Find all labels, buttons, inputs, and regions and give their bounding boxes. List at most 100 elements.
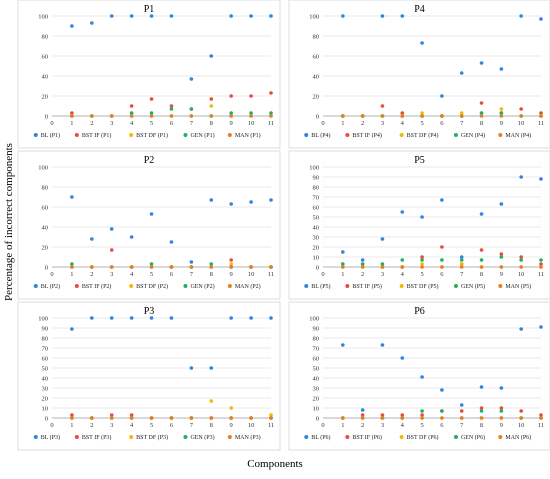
point-bl-p4-11 bbox=[539, 17, 543, 21]
point-bl-p3-6 bbox=[169, 316, 174, 320]
point-bl-p5-8 bbox=[479, 212, 484, 216]
legend-label-bst-if-p6: BST IF (P6) bbox=[352, 434, 382, 441]
chart-title-p2: P2 bbox=[144, 155, 155, 166]
chart-title-p1: P1 bbox=[144, 4, 155, 15]
y-tick-label-p6-20: 20 bbox=[313, 396, 320, 403]
point-man-p5-2 bbox=[360, 265, 365, 269]
point-bl-p1-5 bbox=[149, 14, 154, 18]
point-bst-if-p5-9 bbox=[499, 252, 504, 256]
point-bl-p2-10 bbox=[249, 200, 253, 204]
point-bl-p2-7 bbox=[189, 260, 194, 264]
legend-marker-bst-if-p3 bbox=[74, 435, 79, 439]
point-bl-p6-10 bbox=[519, 327, 523, 331]
legend-label-man-p5: MAN (P5) bbox=[505, 283, 531, 290]
x-tick-label-p6-10: 10 bbox=[518, 422, 525, 429]
point-gen-p5-11 bbox=[539, 258, 543, 262]
legend-marker-bst-df-p2 bbox=[129, 284, 134, 288]
legend-label-bst-if-p2: BST IF (P2) bbox=[82, 283, 112, 290]
point-man-p2-2 bbox=[90, 265, 94, 269]
x-tick-label-p1-9: 9 bbox=[230, 120, 233, 127]
point-bst-if-p6-5 bbox=[420, 413, 424, 417]
x-tick-label-p1-11: 11 bbox=[268, 120, 274, 127]
point-bl-p6-1 bbox=[341, 343, 345, 347]
x-tick-label-p2-5: 5 bbox=[150, 271, 153, 278]
x-tick-label-p5-7: 7 bbox=[460, 271, 464, 278]
chart-p6: P6 0 10 20 30 40 50 60 70 80 90 100 0 1 2 3 4 5 6 7 8 9 10 11 BL… bbox=[288, 301, 550, 451]
point-bl-p6-8 bbox=[479, 385, 484, 389]
legend-marker-bst-df-p5 bbox=[399, 284, 404, 288]
y-tick-label-p2-80: 80 bbox=[42, 185, 49, 192]
y-tick-label-p3-100: 100 bbox=[38, 316, 48, 323]
point-man-p2-11 bbox=[269, 265, 273, 269]
legend-label-bst-if-p4: BST IF (P4) bbox=[352, 132, 382, 139]
x-tick-label-p4-6: 6 bbox=[440, 120, 444, 127]
point-man-p3-6 bbox=[169, 416, 174, 420]
chart-frame-p3 bbox=[17, 301, 281, 451]
point-bl-p5-4 bbox=[400, 210, 405, 214]
legend-marker-gen-p5 bbox=[453, 284, 458, 288]
x-tick-label-p3-4: 4 bbox=[130, 422, 134, 429]
point-gen-p1-10 bbox=[249, 111, 253, 115]
legend-label-bst-df-p1: BST DF (P1) bbox=[136, 132, 168, 139]
point-man-p4-2 bbox=[360, 114, 365, 118]
point-bst-if-p2-3 bbox=[109, 248, 114, 252]
legend-marker-bl-p5 bbox=[304, 284, 309, 288]
x-tick-label-p3-9: 9 bbox=[230, 422, 233, 429]
chart-p5: P5 0 10 20 30 40 50 60 70 80 90 100 0 1 2 3 4 5 6 7 8 9 10 11 BL… bbox=[288, 150, 550, 300]
point-gen-p6-9 bbox=[499, 409, 504, 413]
x-tick-label-p6-11: 11 bbox=[538, 422, 544, 429]
x-tick-label-p3-8: 8 bbox=[210, 422, 213, 429]
point-bst-if-p1-4 bbox=[129, 104, 134, 108]
point-bst-if-p4-4 bbox=[400, 111, 405, 115]
y-tick-label-p4-80: 80 bbox=[313, 34, 320, 41]
point-bl-p3-5 bbox=[149, 316, 154, 320]
y-tick-label-p1-100: 100 bbox=[38, 14, 48, 21]
point-bl-p3-10 bbox=[249, 316, 253, 320]
point-bst-if-p5-8 bbox=[479, 248, 484, 252]
x-tick-label-p1-2: 2 bbox=[90, 120, 93, 127]
point-bl-p1-4 bbox=[129, 14, 134, 18]
point-bst-df-p2-9 bbox=[229, 262, 233, 266]
legend-label-bl-p5: BL (P5) bbox=[311, 283, 330, 290]
point-man-p5-9 bbox=[499, 265, 504, 269]
point-bl-p3-1 bbox=[70, 327, 74, 331]
legend-marker-bst-df-p6 bbox=[399, 435, 404, 439]
y-tick-label-p5-60: 60 bbox=[313, 205, 320, 212]
y-tick-label-p3-50: 50 bbox=[42, 366, 49, 373]
legend-label-bl-p6: BL (P6) bbox=[311, 434, 330, 441]
point-bst-if-p5-5 bbox=[420, 255, 424, 259]
point-bl-p4-5 bbox=[420, 41, 424, 45]
y-tick-label-p3-20: 20 bbox=[42, 396, 49, 403]
point-bl-p4-10 bbox=[519, 14, 523, 18]
legend-marker-bst-if-p6 bbox=[345, 435, 350, 439]
point-gen-p1-6 bbox=[169, 107, 174, 111]
point-bl-p5-10 bbox=[519, 175, 523, 179]
point-man-p5-10 bbox=[519, 265, 523, 269]
point-bl-p3-7 bbox=[189, 366, 194, 370]
x-tick-label-p6-7: 7 bbox=[460, 422, 464, 429]
point-bl-p6-6 bbox=[440, 388, 444, 392]
x-tick-label-p3-0: 0 bbox=[50, 422, 53, 429]
point-bl-p4-1 bbox=[341, 14, 345, 18]
point-man-p1-4 bbox=[129, 114, 134, 118]
y-tick-label-p3-10: 10 bbox=[42, 406, 49, 413]
point-man-p1-11 bbox=[269, 114, 273, 118]
point-man-p2-8 bbox=[209, 265, 214, 269]
x-tick-label-p3-5: 5 bbox=[150, 422, 153, 429]
point-man-p1-9 bbox=[229, 114, 233, 118]
legend-label-bst-df-p3: BST DF (P3) bbox=[136, 434, 168, 441]
y-tick-label-p2-60: 60 bbox=[42, 205, 49, 212]
point-bst-df-p3-8 bbox=[209, 399, 214, 403]
y-tick-label-p5-80: 80 bbox=[313, 185, 320, 192]
point-gen-p2-1 bbox=[70, 262, 74, 266]
y-tick-label-p6-70: 70 bbox=[313, 346, 320, 353]
point-bl-p2-2 bbox=[90, 237, 94, 241]
x-tick-label-p2-2: 2 bbox=[90, 271, 93, 278]
point-bst-if-p2-9 bbox=[229, 258, 233, 262]
point-bl-p1-10 bbox=[249, 14, 253, 18]
x-tick-label-p4-10: 10 bbox=[518, 120, 525, 127]
point-bst-df-p4-7 bbox=[459, 111, 464, 115]
point-bl-p6-2 bbox=[360, 408, 365, 412]
legend-marker-gen-p3 bbox=[183, 435, 188, 439]
